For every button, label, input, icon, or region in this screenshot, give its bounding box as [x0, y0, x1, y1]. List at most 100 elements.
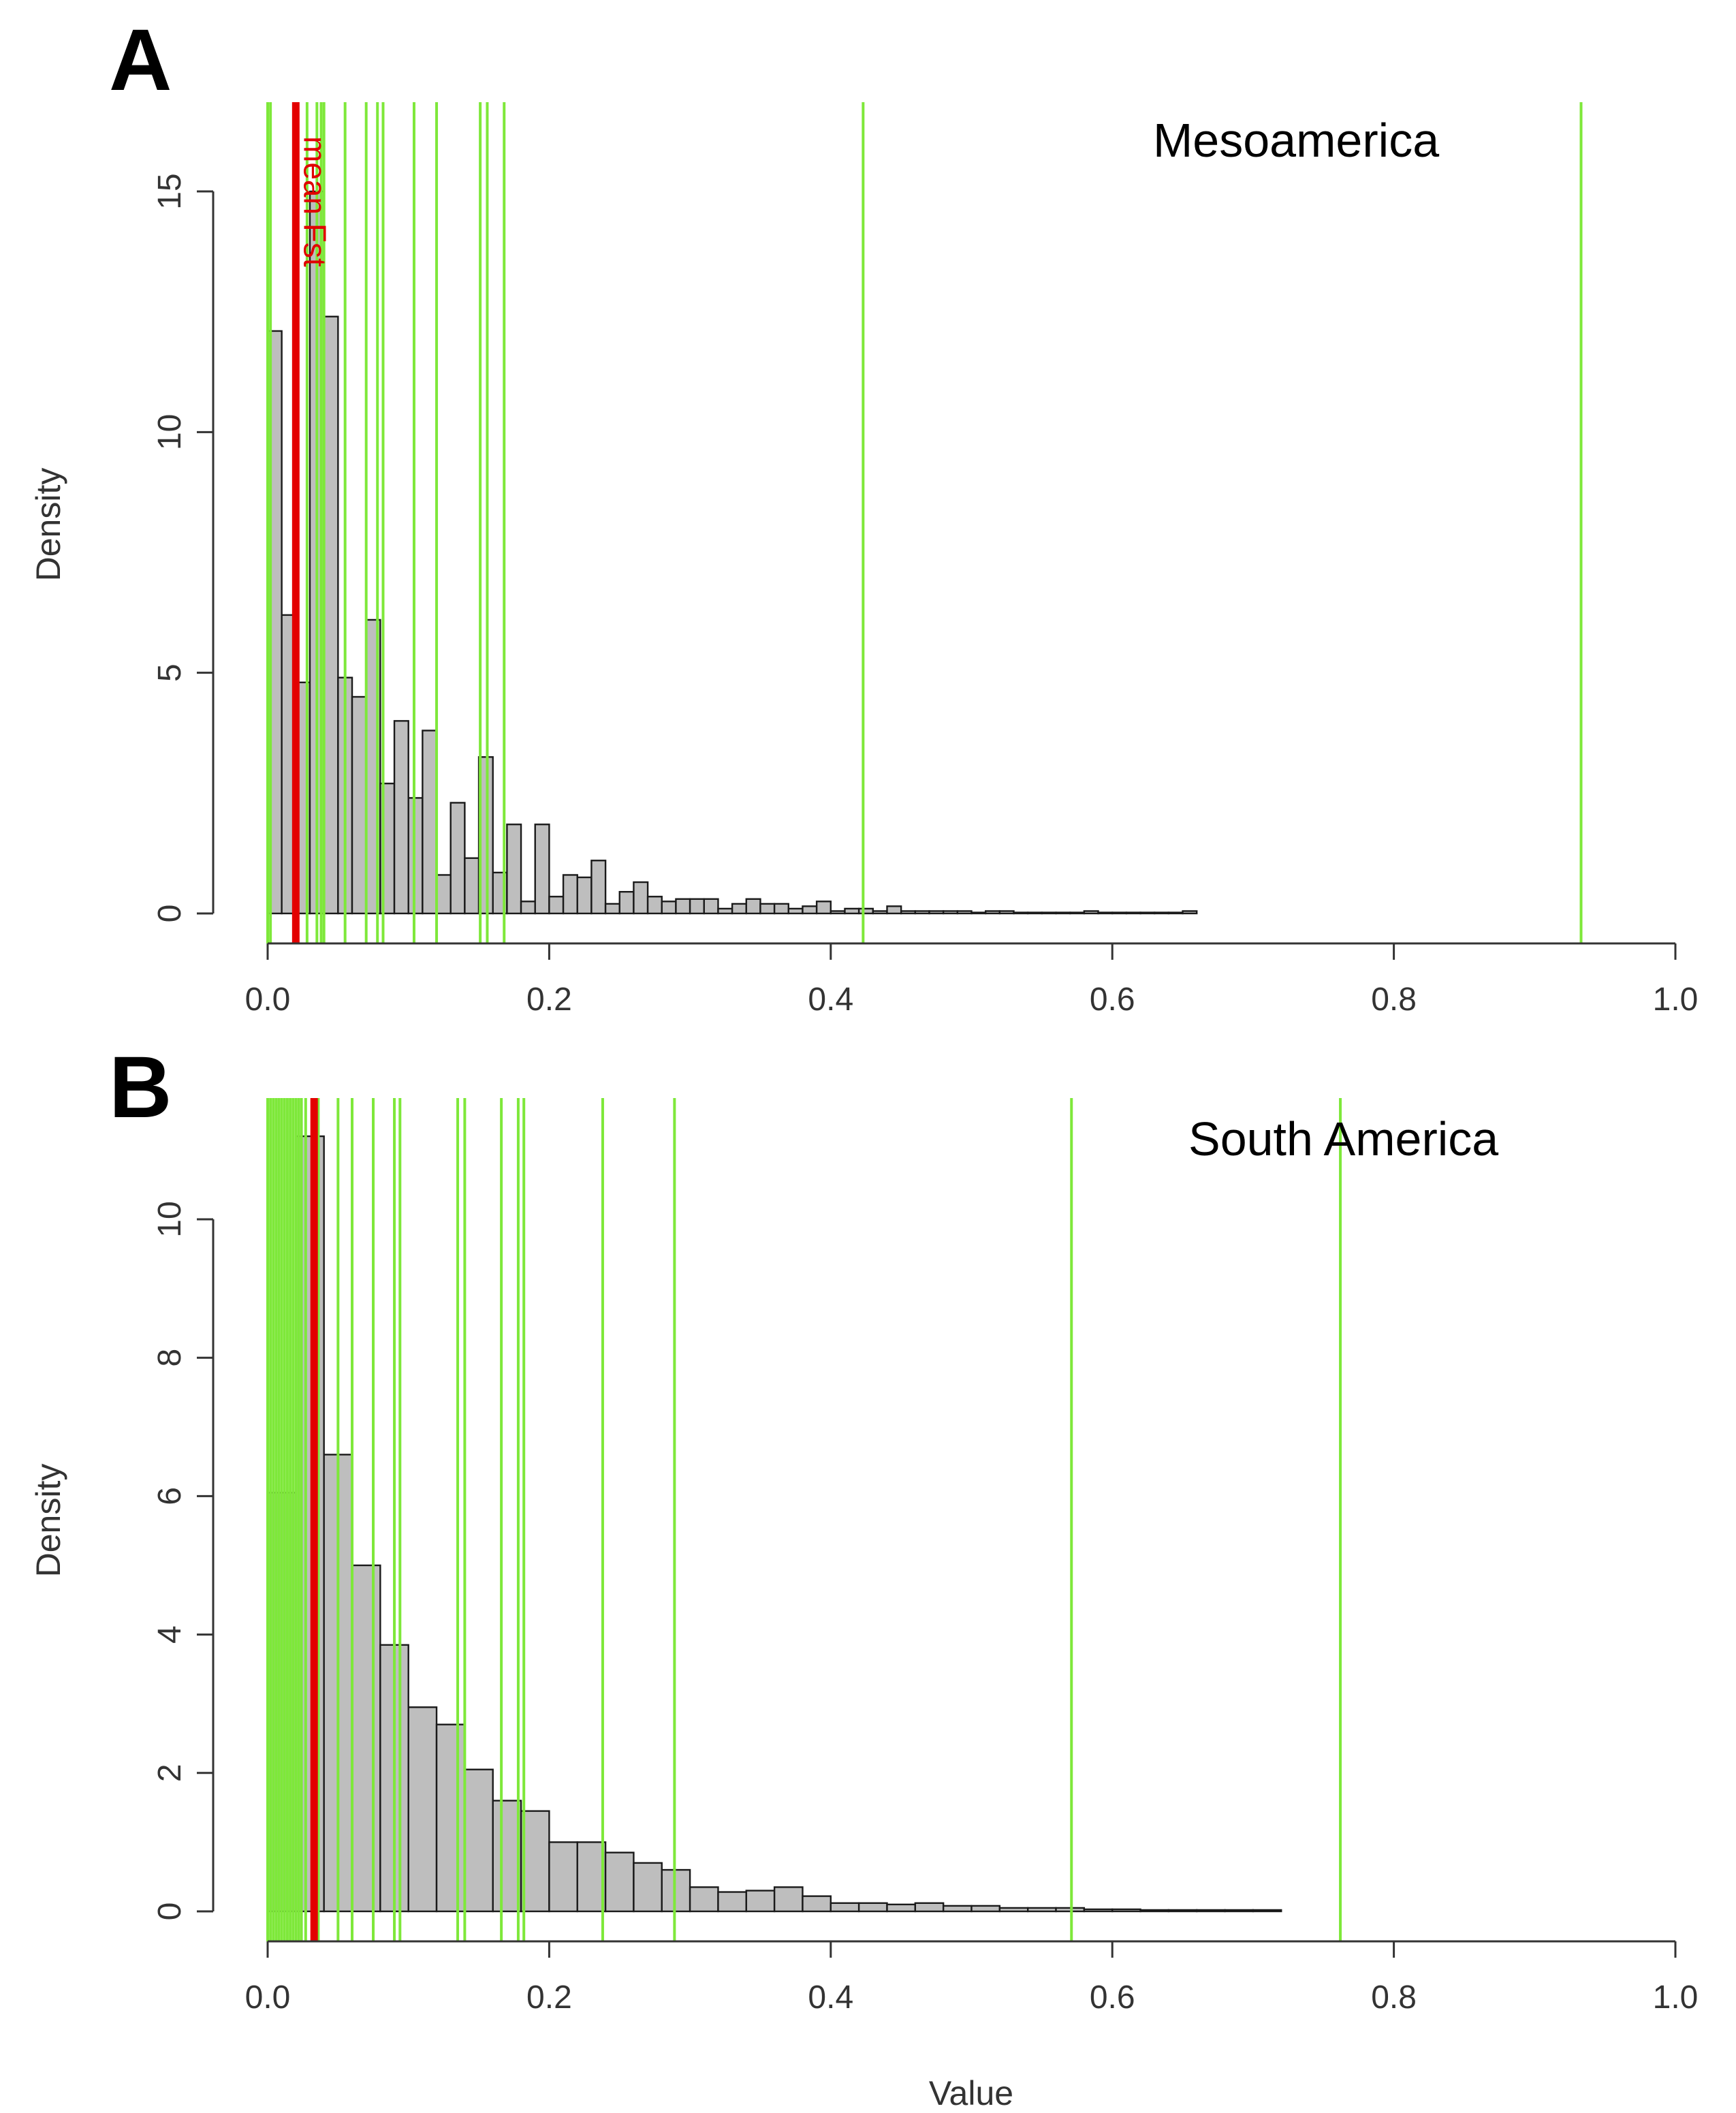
histogram-bar [857, 1902, 888, 1913]
histogram-bar [815, 901, 832, 915]
histogram-bar [914, 1902, 945, 1913]
histogram-bar [633, 1862, 663, 1913]
x-tick-label: 0.6 [1090, 982, 1135, 1018]
histogram-bar [576, 1841, 607, 1913]
x-tick-label: 0.4 [808, 982, 853, 1018]
x-tick-label: 0.2 [526, 982, 572, 1018]
x-tick-label: 0.0 [245, 1979, 291, 2016]
y-tick-label: 0 [152, 1903, 188, 1921]
histogram-bar [928, 910, 945, 915]
histogram-bar [464, 1768, 494, 1913]
panel-a-title: Mesoamerica [1153, 114, 1439, 167]
panel-b-axes: 0.0 0.2 0.4 0.6 0.8 1.0 0 2 4 6 8 10 [152, 1201, 1698, 2016]
histogram-bar [407, 1706, 438, 1913]
panel-b-title: South America [1188, 1112, 1498, 1165]
histogram-bar [802, 1895, 832, 1913]
histogram-bar [449, 802, 466, 915]
histogram-bar [323, 315, 339, 915]
histogram-bar [717, 1891, 747, 1913]
histogram-bar [1224, 1909, 1254, 1913]
histogram-bar [1139, 1909, 1170, 1913]
histogram-bar [745, 898, 761, 915]
histogram-bar [984, 910, 1001, 915]
y-tick-label: 4 [152, 1625, 188, 1644]
histogram-bar [422, 730, 438, 915]
histogram-bar [295, 1135, 325, 1913]
histogram-bar [618, 890, 635, 915]
histogram-bar [1083, 1908, 1114, 1913]
histogram-bar [435, 1723, 466, 1913]
histogram-bar [464, 857, 480, 915]
histogram-bar [407, 797, 424, 915]
x-tick-label: 0.2 [526, 1979, 572, 2016]
x-tick-label: 0.8 [1371, 1979, 1417, 2016]
histogram-bar [844, 907, 860, 915]
histogram-bar [675, 898, 691, 915]
histogram-bar [787, 907, 804, 915]
histogram-bar [1167, 1909, 1198, 1913]
histogram-bar [534, 824, 550, 915]
panel-a-histogram [266, 190, 1198, 915]
histogram-bar [520, 1810, 550, 1913]
y-tick-label: 0 [152, 905, 188, 923]
panel-b: B 0.0 0.2 0.4 0.6 0.8 1.0 0 2 4 6 8 10 South Americ… [29, 1039, 1698, 2112]
histogram-bar [689, 898, 705, 915]
histogram-bar [900, 910, 917, 915]
x-tick-label: 0.0 [245, 982, 291, 1018]
histogram-bar [1252, 1909, 1282, 1913]
histogram-bar [576, 876, 593, 915]
histogram-bar [351, 1564, 381, 1913]
panel-b-y-axis-title: Density [29, 1464, 67, 1578]
y-tick-label: 10 [152, 414, 188, 450]
histogram-bar [1083, 910, 1099, 915]
y-tick-label: 15 [152, 173, 188, 209]
histogram-bar [703, 898, 719, 915]
histogram-bar [914, 910, 930, 915]
histogram-bar [998, 910, 1015, 915]
histogram-bar [1196, 1909, 1226, 1913]
x-tick-label: 1.0 [1653, 982, 1699, 1018]
histogram-bar [717, 907, 733, 915]
histogram-bar [590, 860, 607, 915]
panel-b-snp-lines [266, 1098, 1342, 1941]
histogram-bar [1055, 1907, 1086, 1913]
x-axis-title: Value [929, 2074, 1013, 2112]
panel-a: A mean Fst 0.0 0.2 0.4 0.6 0.8 1.0 0 5 10 15 Meso… [29, 12, 1698, 1018]
histogram-bar [351, 695, 367, 915]
x-tick-label: 0.8 [1371, 982, 1417, 1018]
histogram-bar [604, 1851, 635, 1913]
y-tick-label: 8 [152, 1349, 188, 1367]
x-tick-label: 1.0 [1653, 1979, 1699, 2016]
histogram-bar [942, 910, 959, 915]
panel-letter-b: B [109, 1039, 172, 1136]
panel-b-histogram [266, 1135, 1282, 1913]
histogram-bar [731, 903, 747, 915]
histogram-bar [562, 874, 578, 915]
histogram-bar [942, 1905, 973, 1913]
histogram-bar [1026, 1907, 1057, 1913]
histogram-bar [886, 1903, 917, 1913]
histogram-bar [661, 1868, 691, 1913]
panel-a-y-axis-title: Density [29, 468, 67, 582]
panel-letter-a: A [109, 12, 172, 109]
y-tick-label: 6 [152, 1487, 188, 1505]
y-tick-label: 5 [152, 663, 188, 682]
x-tick-label: 0.6 [1090, 1979, 1135, 2016]
histogram-bar [830, 1902, 860, 1913]
histogram-bar [886, 905, 902, 915]
histogram-bar [506, 824, 522, 915]
histogram-bar [1111, 1908, 1141, 1913]
histogram-bar [661, 901, 677, 915]
panel-a-axes: 0.0 0.2 0.4 0.6 0.8 1.0 0 5 10 15 [152, 173, 1698, 1018]
histogram-bar [872, 910, 888, 915]
histogram-bar [745, 1890, 776, 1913]
histogram-bar [689, 1886, 719, 1913]
y-tick-label: 10 [152, 1201, 188, 1237]
histogram-bar [830, 910, 846, 915]
histogram-bar [548, 896, 565, 915]
histogram-bar [759, 903, 776, 915]
histogram-bar [773, 1886, 804, 1913]
histogram-bar [477, 756, 494, 915]
histogram-bar [857, 907, 874, 915]
